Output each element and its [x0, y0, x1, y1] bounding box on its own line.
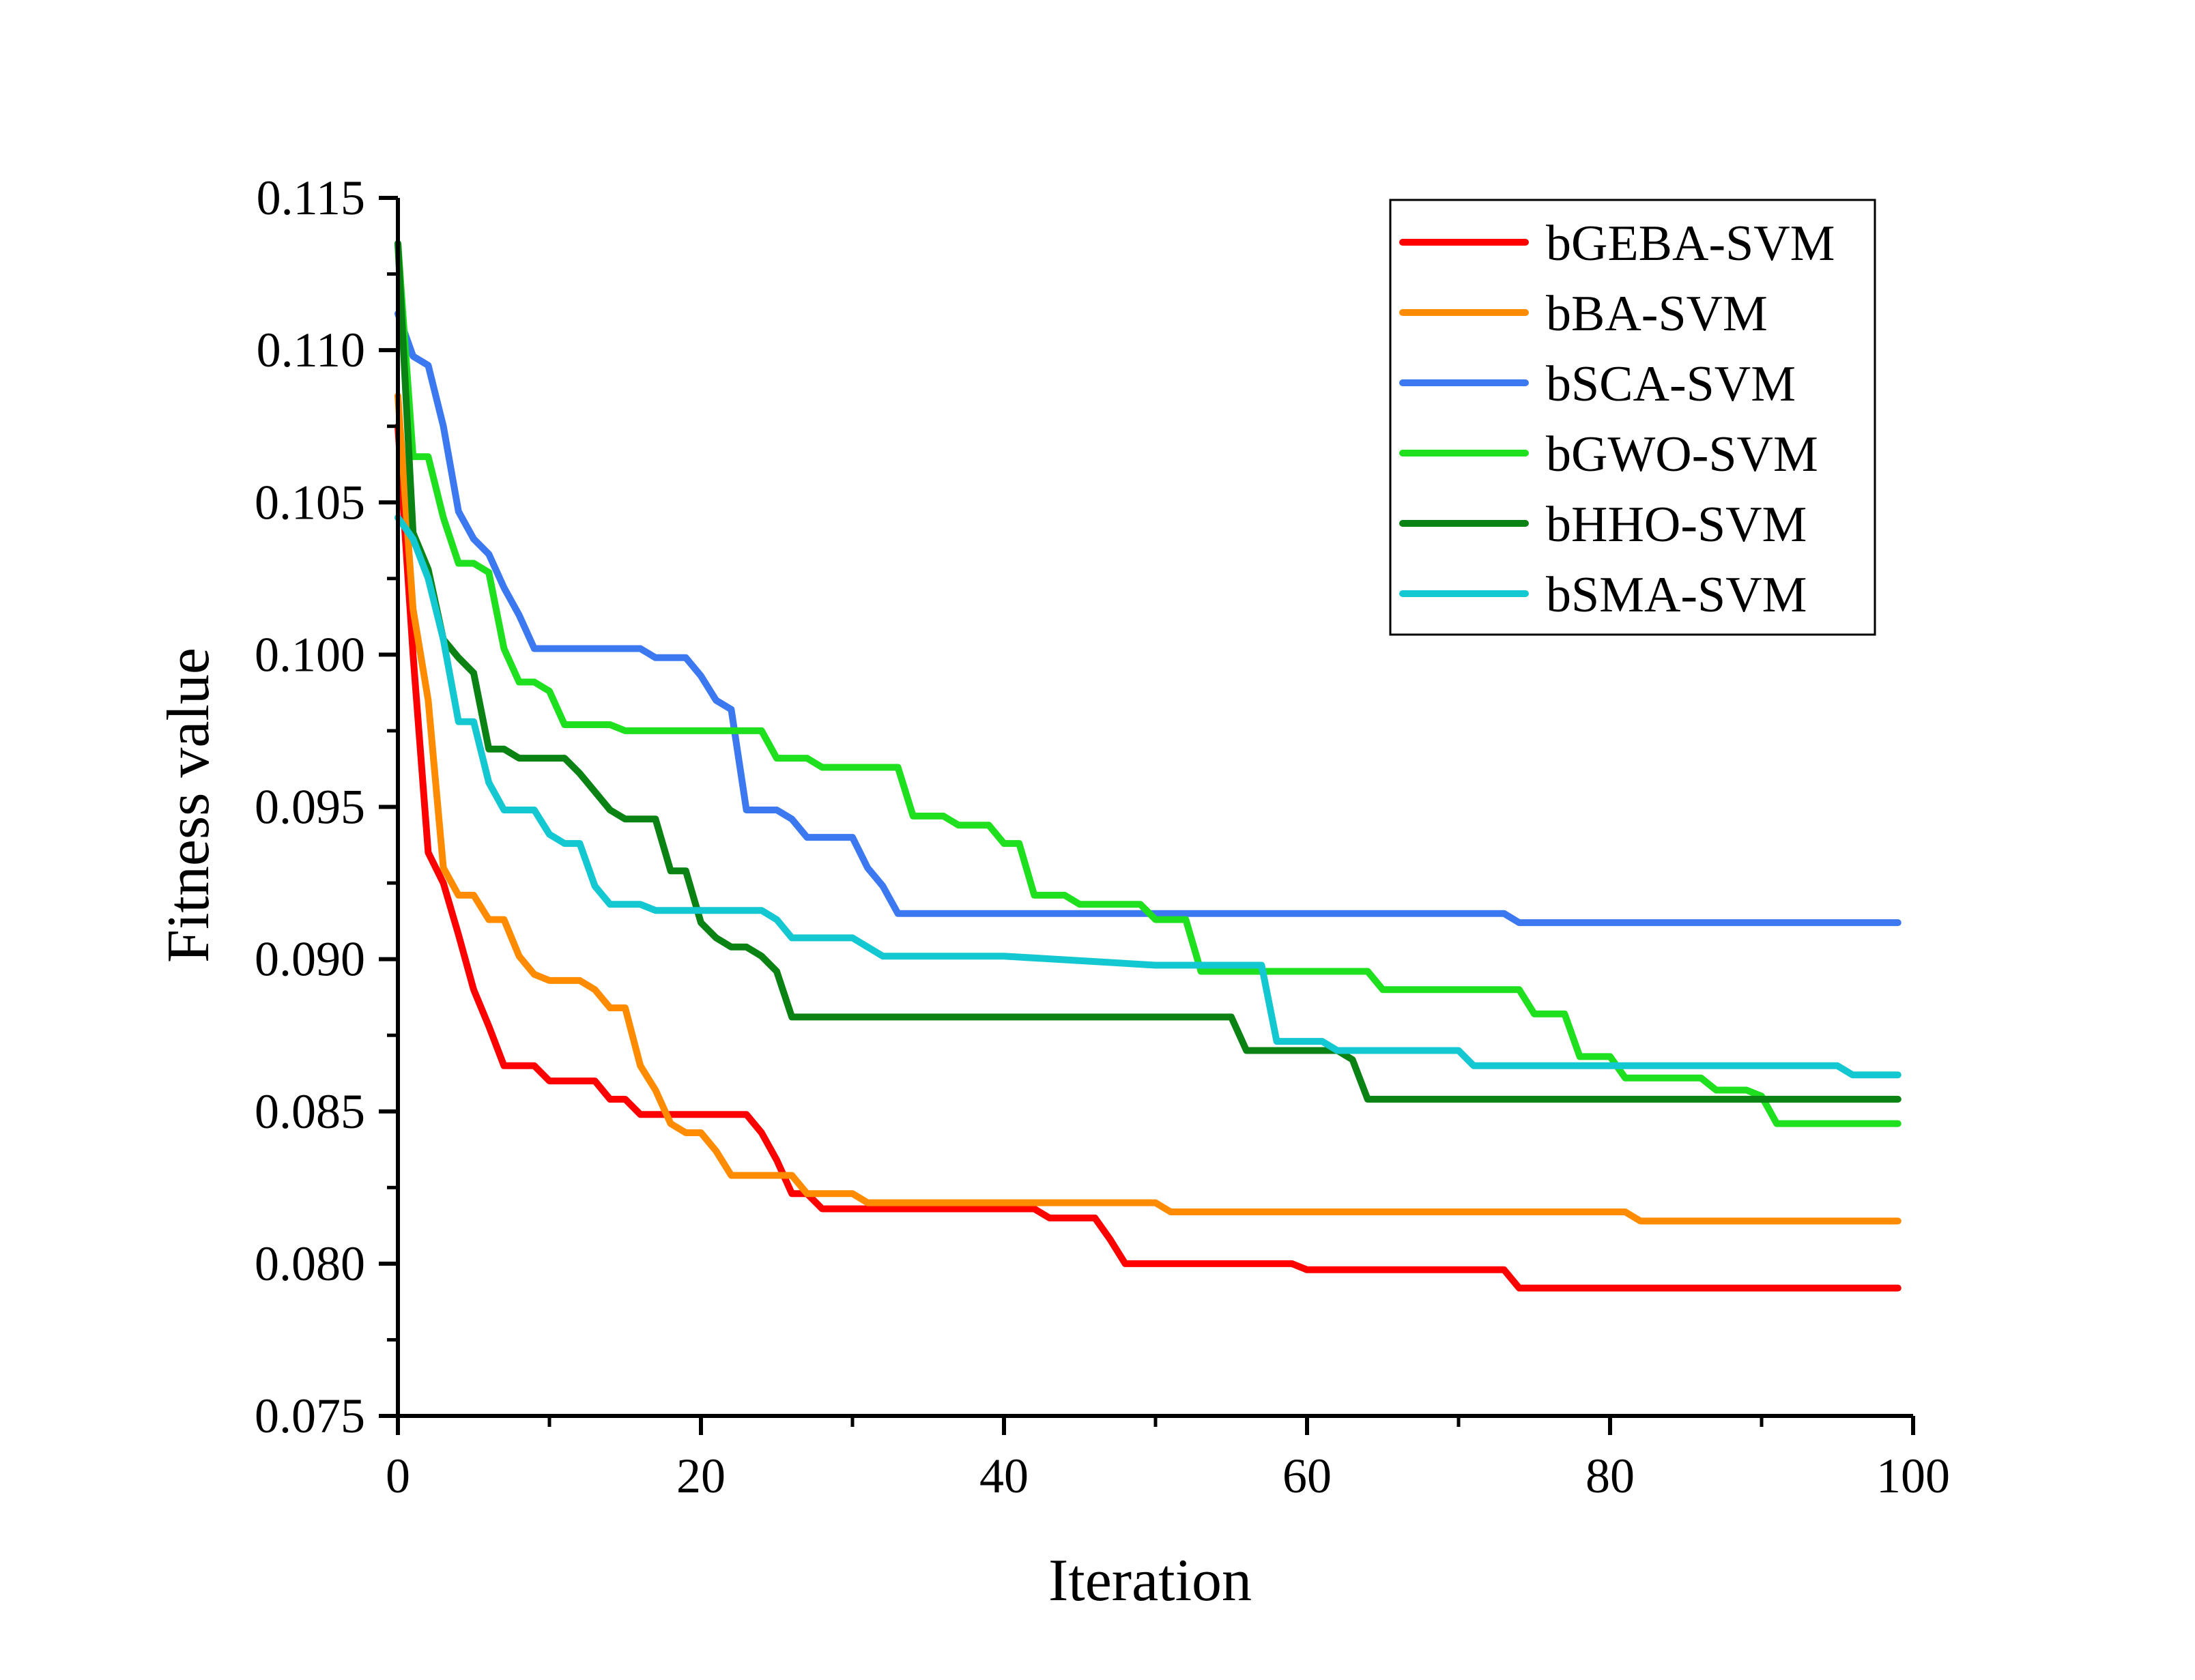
legend-label: bBA-SVM: [1546, 286, 1768, 342]
series-line-bgeba-svm: [394, 422, 1902, 1292]
x-tick-label: 80: [1586, 1449, 1635, 1503]
legend-label: bGWO-SVM: [1546, 426, 1818, 482]
x-tick-label: 60: [1282, 1449, 1332, 1503]
legend: bGEBA-SVM bBA-SVM bSCA-SVM bGWO-SVM bHHO-SVM…: [1389, 199, 1876, 636]
y-tick-label: 0.090: [255, 932, 365, 987]
legend-label: bGEBA-SVM: [1546, 216, 1835, 272]
y-tick-label: 0.115: [257, 171, 365, 225]
ticks: 0.075 0.080 0.085 0.090 0.095 0.100 0.105 0.110…: [255, 171, 1950, 1503]
series-line-bsma-svm: [394, 514, 1902, 1079]
series-line-bsca-svm: [394, 310, 1902, 927]
series-line-bba-svm: [394, 392, 1902, 1225]
y-tick-label: 0.105: [255, 475, 365, 530]
legend-box: [1389, 199, 1876, 636]
legend-label: bSMA-SVM: [1546, 567, 1807, 623]
y-tick-label: 0.100: [255, 627, 365, 682]
x-tick-label: 40: [979, 1449, 1029, 1503]
plot-area: [394, 240, 1902, 1292]
x-tick-label: 20: [676, 1449, 726, 1503]
series-line-bhho-svm: [394, 240, 1902, 1103]
series-line-bgwo-svm: [394, 240, 1902, 1127]
y-tick-label: 0.095: [255, 780, 365, 835]
y-axis-title: Fitness value: [156, 648, 222, 963]
y-tick-label: 0.085: [255, 1084, 365, 1139]
legend-label: bSCA-SVM: [1546, 356, 1796, 412]
legend-label: bHHO-SVM: [1546, 497, 1807, 553]
y-tick-label: 0.110: [257, 323, 365, 377]
x-axis-title: Iteration: [1048, 1548, 1252, 1614]
x-tick-label: 100: [1876, 1449, 1950, 1503]
y-tick-label: 0.080: [255, 1236, 365, 1291]
x-tick-label: 0: [386, 1449, 410, 1503]
y-tick-label: 0.075: [255, 1389, 365, 1443]
